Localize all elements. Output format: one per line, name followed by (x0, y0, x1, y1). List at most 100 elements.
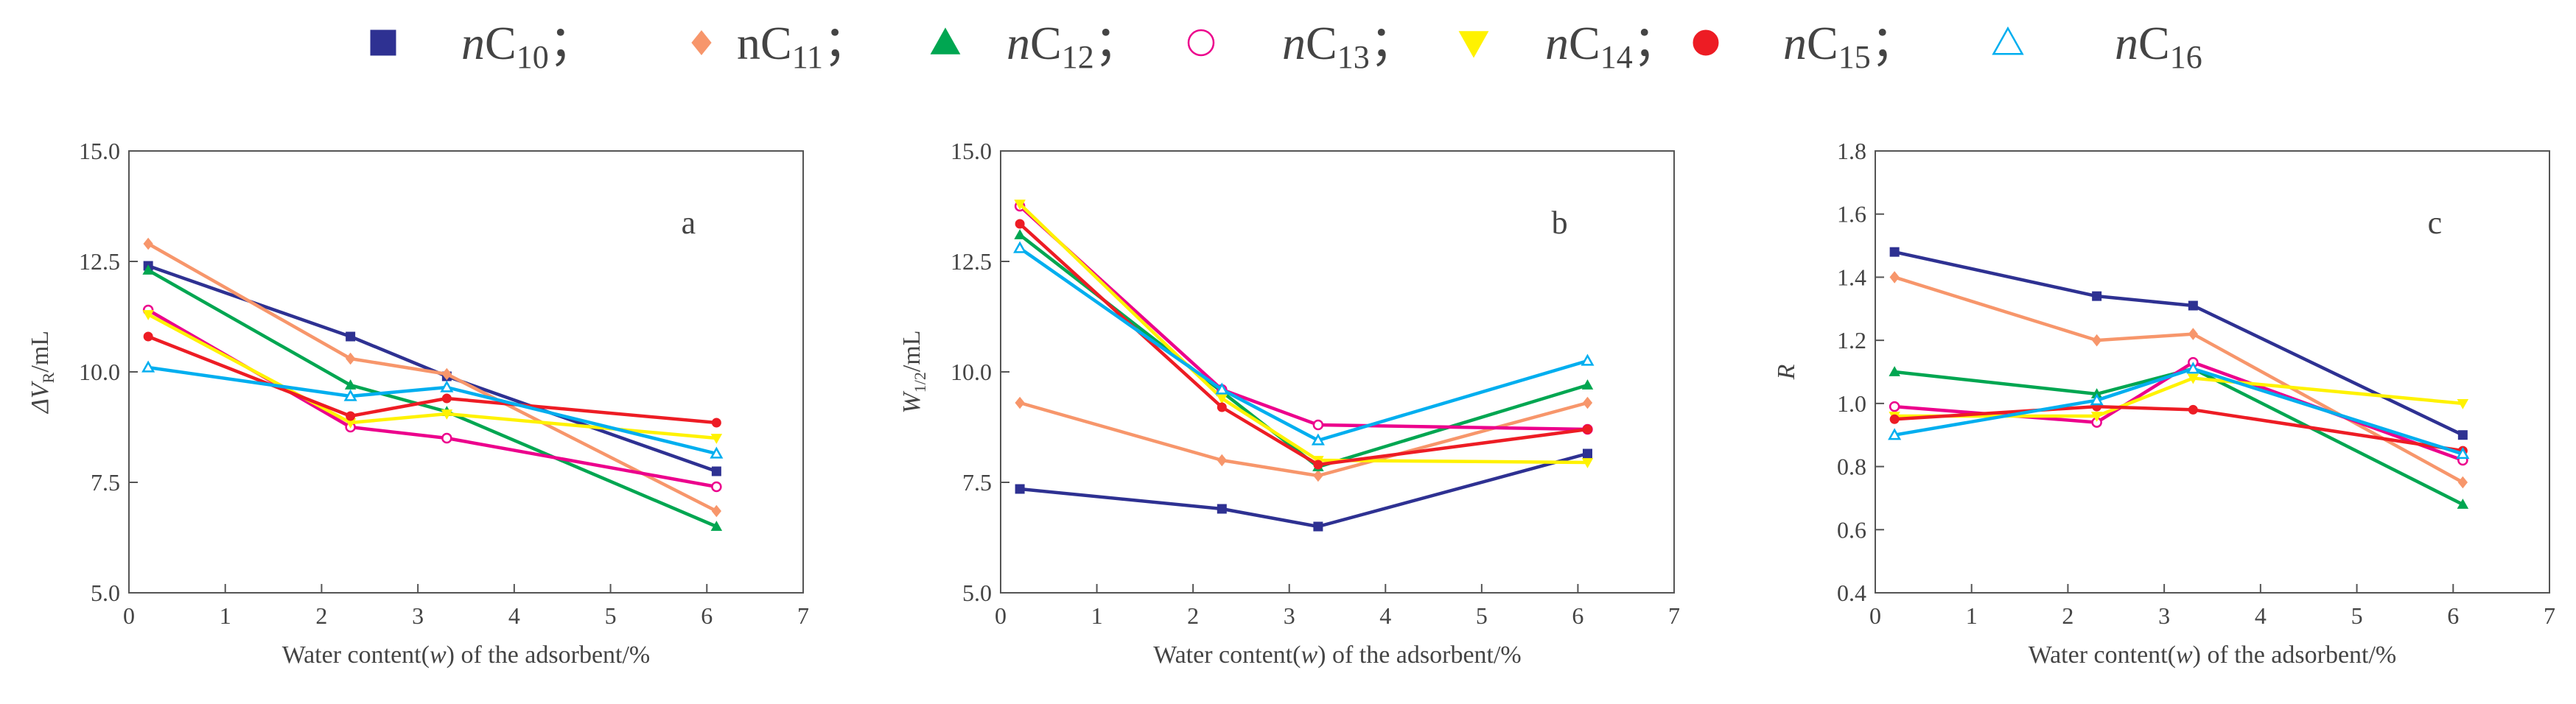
x-tick-label: 4 (1379, 602, 1391, 629)
series-line-c13 (147, 309, 717, 489)
y-tick-label: 1.4 (1837, 264, 1866, 290)
data-point-c13 (1889, 401, 1900, 412)
data-point-c12 (2457, 499, 2469, 509)
y-axis-label: W1/2/mL (898, 330, 929, 413)
data-point-c10 (2457, 430, 2468, 440)
x-tick-label: 2 (315, 602, 327, 629)
x-tick-label: 5 (605, 602, 617, 629)
y-tick-label: 7.5 (91, 469, 120, 496)
y-axis-label: ΔVR/mL (27, 331, 57, 415)
data-point-c16 (1581, 353, 1595, 366)
panel-letter: b (1552, 205, 1568, 241)
series-line-c15 (1018, 222, 1588, 467)
data-point-c12 (142, 264, 154, 275)
data-point-c15 (1313, 460, 1323, 470)
data-point-c11 (1015, 396, 1025, 409)
legend-marker-c11-icon (691, 29, 712, 56)
y-tick-label: 15.0 (951, 138, 992, 164)
x-tick-label: 1 (220, 602, 231, 629)
series-c10 (1889, 247, 2468, 440)
plot-frame (1875, 150, 2550, 594)
series-c16 (1888, 362, 2470, 460)
x-tick-label: 7 (2544, 602, 2555, 629)
series-line-c10 (1894, 250, 2464, 437)
series-c16 (1013, 241, 1595, 446)
data-point-c15 (1582, 424, 1592, 434)
series-line-c14 (1018, 203, 1588, 465)
data-point-c13 (1312, 419, 1324, 431)
legend-label-c13: nC13； (1282, 17, 1417, 75)
series-line-c13 (1894, 360, 2464, 462)
x-tick-label: 6 (1572, 602, 1583, 629)
series-line-c15 (1894, 404, 2463, 453)
data-point-c10 (2188, 300, 2198, 311)
data-point-c11 (711, 504, 721, 518)
y-tick-label: 1.2 (1837, 327, 1866, 353)
y-tick-label: 12.5 (79, 248, 120, 275)
data-point-c14 (1014, 200, 1026, 210)
x-tick-label: 7 (797, 602, 809, 629)
data-point-c10 (711, 466, 721, 476)
series-c12 (142, 264, 723, 531)
legend-marker-c13-icon (1187, 29, 1215, 57)
x-axis-label: Water content(w) of the adsorbent/% (2029, 641, 2397, 669)
data-point-c16 (343, 389, 357, 401)
y-tick-label: 12.5 (951, 248, 992, 275)
data-point-c15 (1015, 219, 1025, 229)
y-axis-label: R (1773, 364, 1800, 380)
series-line-c16 (147, 365, 717, 456)
series-c11 (1889, 271, 2468, 489)
y-tick-label: 1.8 (1837, 138, 1866, 164)
series-c13 (142, 304, 722, 493)
series-line-c16 (1894, 367, 2464, 456)
x-tick-label: 5 (1476, 602, 1488, 629)
series-line-c11 (1894, 275, 2464, 484)
y-tick-label: 5.0 (91, 580, 120, 606)
y-tick-label: 10.0 (951, 359, 992, 385)
legend-label-c10: nC10； (461, 17, 596, 75)
data-point-c16 (440, 380, 454, 393)
data-point-c15 (143, 331, 153, 342)
series-c16 (141, 360, 724, 459)
data-point-c16 (710, 446, 724, 459)
legend-marker-c12-icon (930, 27, 961, 54)
x-tick-label: 1 (1966, 602, 1978, 629)
legend-marker-c10-icon (370, 29, 396, 56)
data-point-c11 (2092, 334, 2102, 347)
panel-letter: a (682, 205, 696, 241)
data-point-c15 (2188, 404, 2198, 415)
y-tick-label: 1.0 (1837, 390, 1866, 417)
data-point-c16 (1311, 433, 1325, 446)
x-axis-label: Water content(w) of the adsorbent/% (282, 641, 651, 669)
data-point-c11 (346, 352, 356, 365)
data-point-c10 (1015, 484, 1025, 494)
chart-panel-b: 0 1 2 3 4 5 6 7 5.0 7.5 10.0 12.5 15.0 Water content(… (898, 138, 1680, 669)
series-c11 (1015, 396, 1593, 482)
chart-panel-c: 0 1 2 3 4 5 6 7 0.4 0.6 0.8 1.0 1.2 1.4 1.6 1.8 Water co… (1773, 138, 2555, 669)
legend-marker-c15-icon (1693, 29, 1719, 56)
x-tick-label: 0 (1869, 602, 1881, 629)
data-point-c14 (2457, 398, 2469, 409)
series-line-c11 (147, 242, 718, 513)
series-c15 (143, 331, 721, 428)
data-point-c15 (441, 393, 452, 404)
y-tick-label: 5.0 (962, 580, 992, 606)
data-point-c10 (1582, 448, 1592, 459)
y-tick-label: 0.6 (1837, 516, 1866, 543)
legend-item-c15: nC15； (1693, 17, 1918, 75)
series-line-c12 (147, 269, 718, 529)
data-point-c11 (1889, 271, 1900, 284)
data-point-c14 (2090, 412, 2103, 422)
series-line-c14 (147, 313, 717, 440)
series-c14 (142, 310, 723, 444)
series-c11 (143, 237, 721, 518)
x-tick-label: 7 (1668, 602, 1680, 629)
x-tick-label: 6 (2447, 602, 2459, 629)
series-c12 (1014, 229, 1594, 471)
data-point-c11 (1217, 454, 1227, 467)
x-tick-label: 4 (508, 602, 520, 629)
legend-item-c14: nC14； (1458, 17, 1680, 75)
data-point-c15 (711, 418, 721, 428)
